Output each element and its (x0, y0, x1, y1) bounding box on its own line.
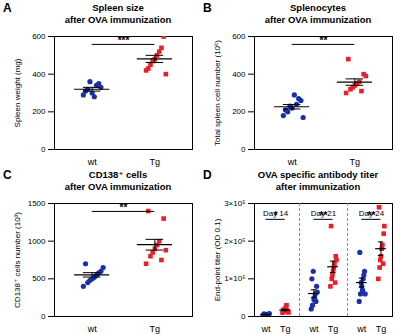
svg-text:0: 0 (41, 312, 46, 321)
svg-text:Tg: Tg (150, 324, 161, 334)
html-text:Spleen size after OVA immuniza: Spleen size after OVA immunization (64, 2, 172, 25)
html-text:OVA specific antibody titer af: OVA specific antibody titer after immuni… (257, 169, 379, 192)
svg-text:2×10⁵: 2×10⁵ (224, 237, 245, 246)
html-text:D: D (203, 168, 212, 182)
svg-text:500: 500 (32, 274, 46, 283)
svg-text:0: 0 (241, 312, 246, 321)
html-text:A: A (3, 1, 12, 15)
svg-text:Tg: Tg (280, 324, 291, 334)
svg-text:400: 400 (32, 70, 46, 79)
svg-text:600: 600 (232, 32, 246, 41)
svg-text:Spleen weight (mg): Spleen weight (mg) (13, 58, 22, 127)
svg-text:**: ** (320, 35, 328, 46)
svg-text:600: 600 (32, 32, 46, 41)
svg-text:3×10⁵: 3×10⁵ (224, 199, 245, 208)
svg-text:Tg: Tg (328, 324, 339, 334)
svg-text:Tg: Tg (150, 157, 161, 167)
svg-text:wt: wt (356, 324, 366, 334)
svg-text:Tg: Tg (350, 157, 361, 167)
svg-text:Day 14: Day 14 (263, 209, 289, 218)
svg-text:wt: wt (87, 157, 97, 167)
svg-text:0: 0 (241, 145, 246, 154)
svg-text:400: 400 (232, 70, 246, 79)
html-text:B: B (203, 1, 212, 15)
svg-text:Day 21: Day 21 (311, 209, 337, 218)
svg-text:1×10⁵: 1×10⁵ (224, 274, 245, 283)
html-text:Splenocytes after OVA immuniza: Splenocytes after OVA immunization (264, 2, 372, 25)
svg-text:***: *** (118, 35, 130, 46)
svg-text:**: ** (120, 202, 128, 213)
svg-text:CD138⁺ cells number (10³): CD138⁺ cells number (10³) (13, 212, 22, 308)
svg-text:Tg: Tg (376, 324, 387, 334)
svg-text:200: 200 (232, 107, 246, 116)
svg-text:End-point titer (OD 0.1): End-point titer (OD 0.1) (213, 218, 222, 301)
svg-text:wt: wt (261, 324, 271, 334)
html-text:CD138⁺ cells after OVA immuniz: CD138⁺ cells after OVA immunization (64, 169, 172, 192)
svg-text:Total spleen cell number (10⁶): Total spleen cell number (10⁶) (213, 40, 222, 146)
svg-text:200: 200 (32, 107, 46, 116)
svg-text:1500: 1500 (28, 199, 46, 208)
svg-text:wt: wt (287, 157, 297, 167)
svg-text:wt: wt (308, 324, 318, 334)
svg-text:wt: wt (87, 324, 97, 334)
svg-text:Day 24: Day 24 (359, 209, 385, 218)
html-text:C: C (3, 168, 12, 182)
svg-text:1000: 1000 (28, 237, 46, 246)
svg-text:0: 0 (41, 145, 46, 154)
